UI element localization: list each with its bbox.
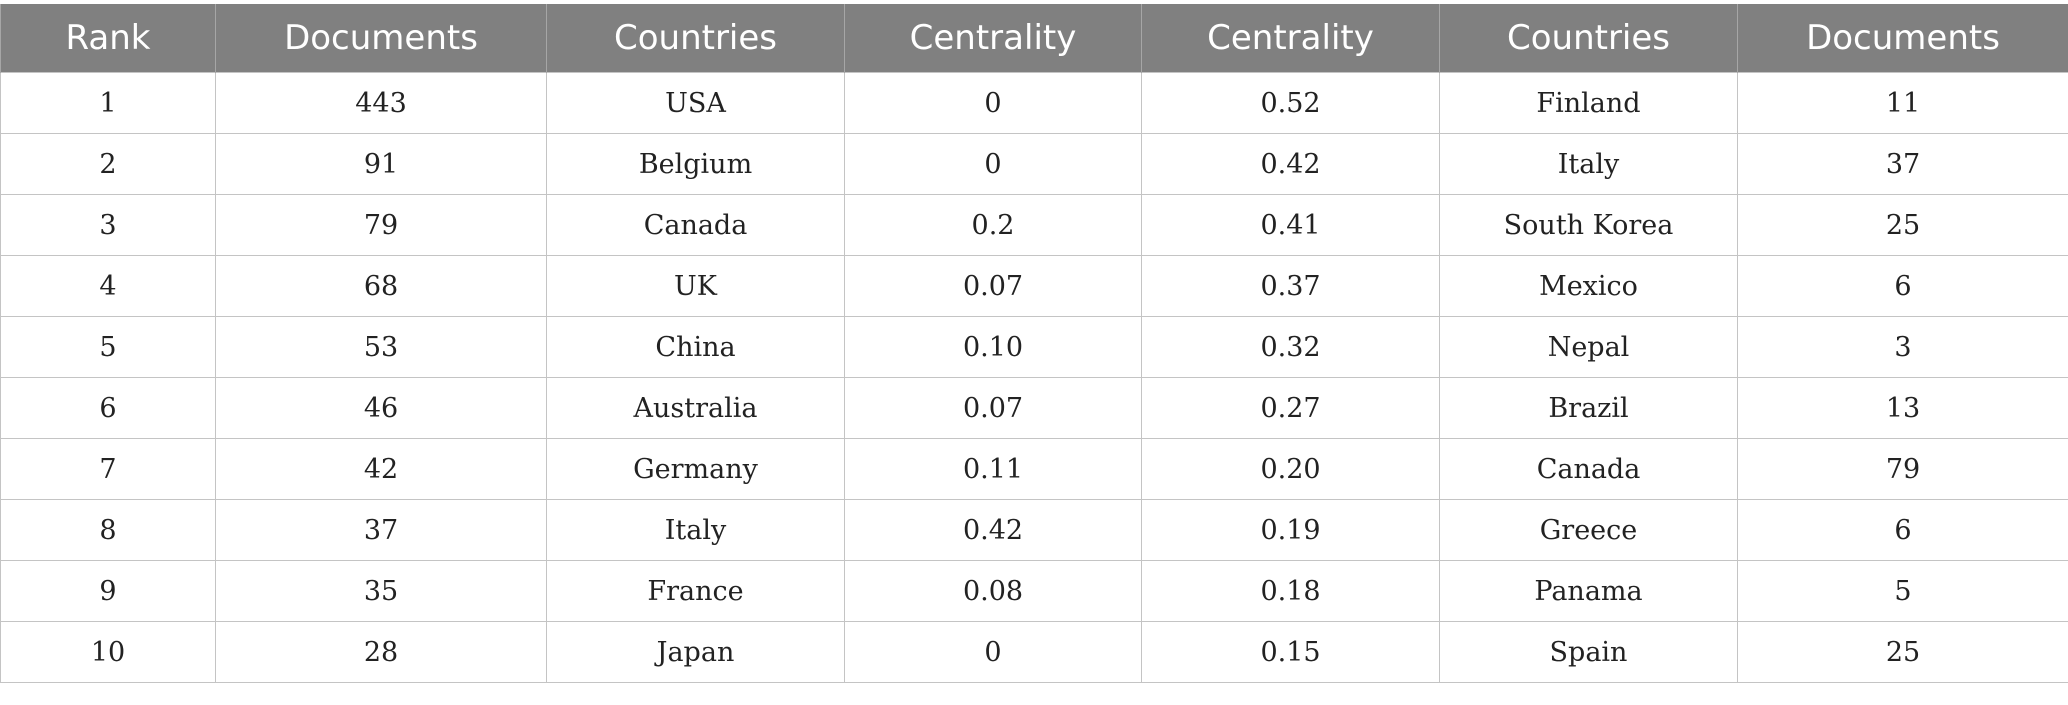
cell-centrality: 0.32 <box>1141 316 1440 378</box>
cell-centrality: 0.42 <box>844 499 1142 561</box>
cell-rank: 8 <box>0 499 216 561</box>
cell-documents: 443 <box>215 72 547 134</box>
cell-country: China <box>546 316 845 378</box>
cell-centrality: 0.19 <box>1141 499 1440 561</box>
table-row: 2 91 Belgium 0 0.42 Italy 37 <box>0 133 2068 195</box>
cell-centrality: 0.20 <box>1141 438 1440 500</box>
cell-documents: 6 <box>1737 499 2068 561</box>
cell-documents: 25 <box>1737 194 2068 256</box>
header-documents-right: Documents <box>1737 4 2068 73</box>
cell-documents: 79 <box>1737 438 2068 500</box>
cell-centrality: 0.37 <box>1141 255 1440 317</box>
table-row: 4 68 UK 0.07 0.37 Mexico 6 <box>0 255 2068 317</box>
table-body: 1 443 USA 0 0.52 Finland 11 2 91 Belgium… <box>0 72 2068 683</box>
table-row: 5 53 China 0.10 0.32 Nepal 3 <box>0 316 2068 378</box>
cell-rank: 9 <box>0 560 216 622</box>
cell-documents: 53 <box>215 316 547 378</box>
cell-country: Panama <box>1439 560 1738 622</box>
header-documents-left: Documents <box>215 4 547 73</box>
table-row: 1 443 USA 0 0.52 Finland 11 <box>0 72 2068 134</box>
cell-documents: 11 <box>1737 72 2068 134</box>
cell-centrality: 0.07 <box>844 255 1142 317</box>
cell-documents: 6 <box>1737 255 2068 317</box>
cell-country: Canada <box>1439 438 1738 500</box>
data-table-container: Rank Documents Countries Centrality Cent… <box>0 4 2068 683</box>
cell-documents: 91 <box>215 133 547 195</box>
table-row: 6 46 Australia 0.07 0.27 Brazil 13 <box>0 377 2068 439</box>
cell-centrality: 0.42 <box>1141 133 1440 195</box>
cell-centrality: 0.2 <box>844 194 1142 256</box>
cell-rank: 1 <box>0 72 216 134</box>
table-row: 9 35 France 0.08 0.18 Panama 5 <box>0 560 2068 622</box>
cell-rank: 3 <box>0 194 216 256</box>
cell-documents: 37 <box>215 499 547 561</box>
cell-centrality: 0.07 <box>844 377 1142 439</box>
cell-country: Canada <box>546 194 845 256</box>
cell-country: USA <box>546 72 845 134</box>
header-row: Rank Documents Countries Centrality Cent… <box>0 4 2068 73</box>
cell-country: Australia <box>546 377 845 439</box>
cell-country: Italy <box>1439 133 1738 195</box>
cell-country: Spain <box>1439 621 1738 683</box>
cell-centrality: 0.27 <box>1141 377 1440 439</box>
cell-country: Belgium <box>546 133 845 195</box>
cell-country: UK <box>546 255 845 317</box>
cell-country: France <box>546 560 845 622</box>
header-centrality-right: Centrality <box>1141 4 1440 73</box>
cell-country: Finland <box>1439 72 1738 134</box>
cell-documents: 28 <box>215 621 547 683</box>
cell-documents: 3 <box>1737 316 2068 378</box>
cell-centrality: 0.15 <box>1141 621 1440 683</box>
cell-centrality: 0.18 <box>1141 560 1440 622</box>
cell-rank: 4 <box>0 255 216 317</box>
cell-country: Germany <box>546 438 845 500</box>
cell-country: Brazil <box>1439 377 1738 439</box>
table-row: 8 37 Italy 0.42 0.19 Greece 6 <box>0 499 2068 561</box>
table-row: 7 42 Germany 0.11 0.20 Canada 79 <box>0 438 2068 500</box>
cell-rank: 5 <box>0 316 216 378</box>
cell-centrality: 0.08 <box>844 560 1142 622</box>
header-countries-right: Countries <box>1439 4 1738 73</box>
cell-documents: 46 <box>215 377 547 439</box>
cell-rank: 7 <box>0 438 216 500</box>
cell-country: Nepal <box>1439 316 1738 378</box>
cell-centrality: 0.11 <box>844 438 1142 500</box>
cell-rank: 2 <box>0 133 216 195</box>
cell-documents: 37 <box>1737 133 2068 195</box>
cell-rank: 6 <box>0 377 216 439</box>
cell-centrality: 0 <box>844 621 1142 683</box>
header-centrality-left: Centrality <box>844 4 1142 73</box>
cell-centrality: 0.41 <box>1141 194 1440 256</box>
cell-country: Mexico <box>1439 255 1738 317</box>
cell-documents: 13 <box>1737 377 2068 439</box>
cell-documents: 25 <box>1737 621 2068 683</box>
header-rank: Rank <box>0 4 216 73</box>
cell-country: South Korea <box>1439 194 1738 256</box>
cell-documents: 35 <box>215 560 547 622</box>
table-header: Rank Documents Countries Centrality Cent… <box>0 4 2068 73</box>
ranking-table: Rank Documents Countries Centrality Cent… <box>0 4 2068 683</box>
cell-centrality: 0.52 <box>1141 72 1440 134</box>
cell-documents: 79 <box>215 194 547 256</box>
header-countries-left: Countries <box>546 4 845 73</box>
cell-centrality: 0 <box>844 133 1142 195</box>
table-row: 3 79 Canada 0.2 0.41 South Korea 25 <box>0 194 2068 256</box>
cell-documents: 5 <box>1737 560 2068 622</box>
cell-centrality: 0 <box>844 72 1142 134</box>
table-row: 10 28 Japan 0 0.15 Spain 25 <box>0 621 2068 683</box>
cell-country: Greece <box>1439 499 1738 561</box>
cell-documents: 42 <box>215 438 547 500</box>
cell-country: Italy <box>546 499 845 561</box>
cell-country: Japan <box>546 621 845 683</box>
cell-documents: 68 <box>215 255 547 317</box>
cell-rank: 10 <box>0 621 216 683</box>
cell-centrality: 0.10 <box>844 316 1142 378</box>
